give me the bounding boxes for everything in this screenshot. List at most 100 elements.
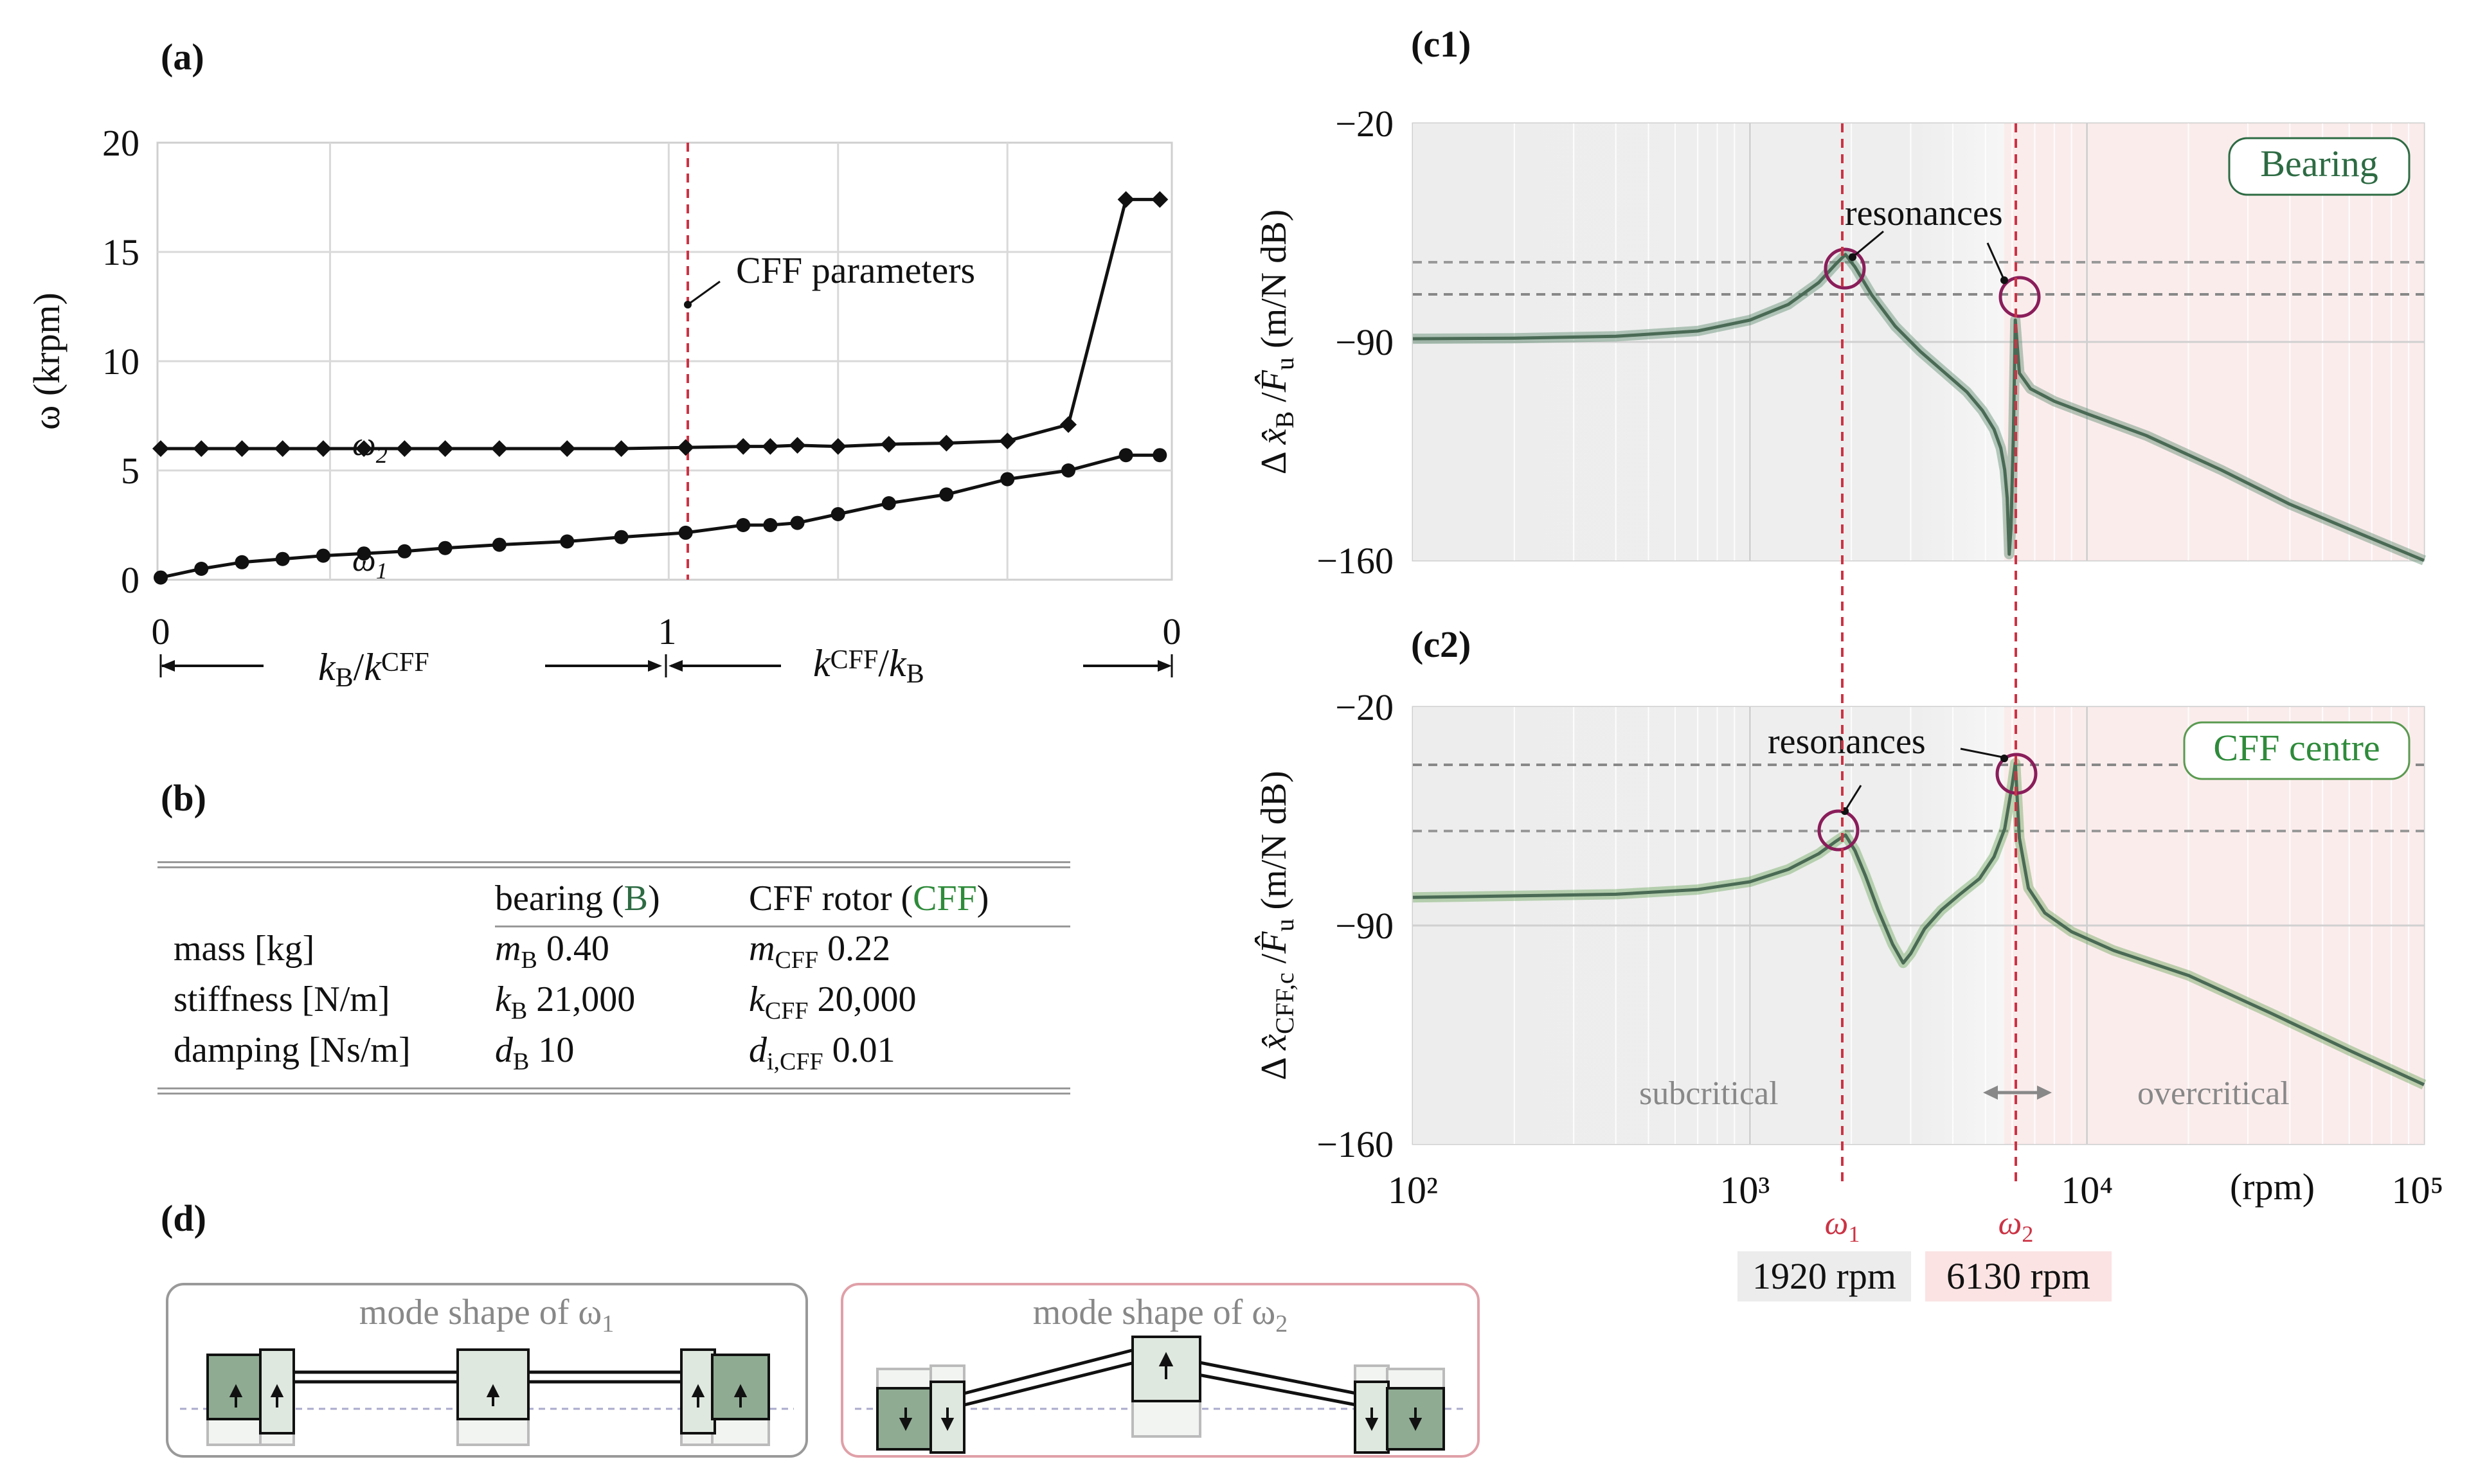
point-ω1	[194, 562, 209, 576]
point-ω2	[880, 436, 897, 453]
mode-shape-w2-card: mode shape of ω2	[841, 1283, 1480, 1458]
point-ω1	[235, 555, 249, 569]
legend-bearing: Bearing	[2260, 143, 2378, 184]
transition-arrow	[1983, 1086, 2052, 1100]
series-line-c2	[1412, 761, 2425, 1086]
point-ω2	[829, 438, 847, 455]
annotation-leader-c2-b	[1960, 747, 2003, 758]
y-tick-label-c2: −20	[1335, 686, 1394, 728]
point-ω2	[999, 433, 1016, 450]
point-ω1	[736, 518, 751, 532]
x-axis-ratio-arrows	[159, 654, 1173, 677]
x-unit-label: (rpm)	[2230, 1166, 2315, 1208]
y-axis-label-a: ω (krpm)	[26, 292, 67, 430]
y-axis-label-c1: Δ x̂B /F̂u (m/N dB)	[1254, 210, 1299, 474]
point-ω2	[152, 440, 169, 457]
y-tick-label-c1: −90	[1335, 321, 1394, 363]
annotation-leader-c1-a	[1852, 230, 1884, 258]
x-tick-label-c2: 10²	[1388, 1169, 1438, 1211]
y-tick-label-a: 15	[102, 231, 139, 273]
resonance-circle-c2-w1	[1817, 809, 1860, 852]
table-row-stiffness-cff: kCFF 20,000	[749, 979, 917, 1025]
point-ω2	[789, 436, 806, 454]
point-ω1	[1061, 463, 1076, 478]
y-tick-label-c2: −160	[1316, 1123, 1394, 1165]
point-ω2	[396, 440, 413, 457]
point-ω2	[193, 440, 210, 457]
resonance-circle-c1-w2	[1998, 276, 2041, 318]
y-tick-label-a: 10	[102, 341, 139, 382]
panel-label-a: (a)	[161, 36, 204, 78]
x-tick-label-a: 0	[1163, 611, 1181, 652]
point-ω2	[938, 434, 955, 452]
point-ω1	[492, 537, 507, 552]
point-ω1	[790, 515, 805, 530]
point-ω2	[1117, 191, 1135, 208]
series-line-ω2	[161, 197, 1160, 451]
mode-shape-w1-card: mode shape of ω1	[166, 1283, 808, 1458]
table-row-damping-bearing: dB 10	[495, 1030, 575, 1076]
point-ω1	[357, 546, 372, 561]
point-ω1	[1000, 472, 1015, 487]
omega1-rpm-box	[1737, 1251, 1911, 1301]
annotation-dot-c1-b	[2000, 276, 2008, 284]
point-ω1	[275, 551, 290, 566]
resonance-circle-c1-w1	[1824, 247, 1866, 290]
table-row-mass-label: mass [kg]	[174, 929, 315, 969]
panel-label-c2: (c2)	[1411, 623, 1471, 665]
series-line-c1	[1412, 253, 2425, 562]
point-ω1	[560, 534, 575, 549]
table-row-damping-cff: di,CFF 0.01	[749, 1030, 895, 1076]
series-line-ω1	[160, 453, 1160, 580]
point-ω1	[678, 525, 693, 540]
region-label-overcritical: overcritical	[2137, 1075, 2290, 1112]
legend-cff-centre: CFF centre	[2213, 727, 2380, 769]
panel-label-b: (b)	[161, 777, 206, 819]
point-ω1	[881, 496, 896, 510]
table-row-stiffness-bearing: kB 21,000	[495, 979, 636, 1025]
x-tick-label-c2: 10⁴	[2061, 1169, 2113, 1211]
point-ω2	[1060, 416, 1077, 433]
x-tick-label-a: 0	[152, 611, 170, 652]
table-row-mass-bearing: mB 0.40	[495, 929, 609, 974]
point-ω2	[314, 440, 332, 457]
annotation-resonances-c1: resonances	[1845, 193, 2003, 233]
point-ω1	[154, 570, 168, 585]
parameter-table: bearing (B) CFF rotor (CFF) mass [kg] mB…	[157, 861, 1070, 1100]
point-ω2	[1151, 191, 1169, 208]
point-ω1	[438, 541, 453, 555]
point-ω2	[436, 440, 454, 457]
annotation-dot-a	[684, 301, 692, 308]
y-axis-label-c2: Δ x̂CFF,c /F̂u (m/N dB)	[1254, 771, 1299, 1080]
omega2-label: ω2	[1998, 1205, 2034, 1247]
legend-box-c1	[2228, 137, 2411, 196]
y-tick-label-c1: −160	[1316, 540, 1394, 582]
omega2-rpm-box	[1925, 1251, 2112, 1301]
panel-label-c1: (c1)	[1411, 23, 1471, 65]
point-ω2	[559, 440, 576, 457]
y-tick-label-c1: −20	[1335, 103, 1394, 145]
series-label-w2: ω2	[352, 426, 388, 468]
omega1-rpm: 1920 rpm	[1752, 1255, 1896, 1297]
table-row-stiffness-label: stiffness [N/m]	[174, 979, 390, 1019]
annotation-cff-parameters: CFF parameters	[736, 249, 975, 291]
x-axis-label-left: kB/kCFF	[318, 646, 429, 693]
point-ω1	[316, 548, 330, 563]
point-ω2	[355, 440, 373, 457]
x-axis-label-right: kCFF/kB	[813, 642, 924, 689]
point-ω1	[397, 544, 412, 559]
x-tick-label-c2: 10⁵	[2392, 1169, 2444, 1211]
y-tick-label-a: 5	[121, 450, 139, 492]
annotation-resonances-c2: resonances	[1768, 722, 1926, 762]
point-ω1	[763, 518, 778, 532]
point-ω2	[677, 439, 694, 456]
point-ω2	[762, 438, 779, 455]
point-ω1	[614, 530, 629, 544]
point-ω2	[735, 438, 752, 455]
mode-shape-w2-title: mode shape of ω2	[1033, 1292, 1288, 1337]
point-ω1	[1118, 448, 1133, 463]
region-label-subcritical: subcritical	[1639, 1075, 1779, 1112]
omega1-label: ω1	[1825, 1205, 1860, 1247]
point-ω1	[939, 487, 954, 502]
